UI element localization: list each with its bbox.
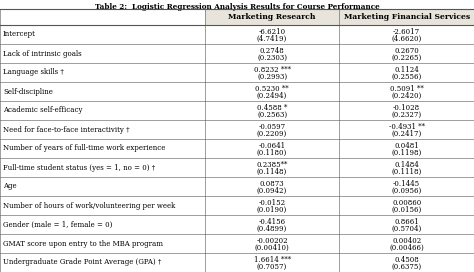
Text: (0.1148): (0.1148) [257,168,287,176]
Text: (0.2494): (0.2494) [257,92,287,100]
Text: Language skills †: Language skills † [3,69,64,76]
Text: (0.2993): (0.2993) [257,73,287,81]
Text: Number of hours of work/volunteering per week: Number of hours of work/volunteering per… [3,202,175,209]
Text: -2.6017: -2.6017 [393,28,420,36]
Text: -6.6210: -6.6210 [258,28,286,36]
Text: (0.2420): (0.2420) [392,92,422,100]
Text: 0.0873: 0.0873 [260,180,284,188]
Text: (0.0942): (0.0942) [257,187,287,195]
Text: 0.2385**: 0.2385** [256,161,288,169]
Text: 0.5091 **: 0.5091 ** [390,85,424,93]
Text: 1.6614 ***: 1.6614 *** [254,256,291,264]
Text: 0.2670: 0.2670 [394,47,419,55]
Text: 0.4588 *: 0.4588 * [257,104,287,112]
Text: Need for face-to-face interactivity †: Need for face-to-face interactivity † [3,125,129,134]
Text: Undergraduate Grade Point Average (GPA) †: Undergraduate Grade Point Average (GPA) … [3,258,161,267]
Text: Table 2:  Logistic Regression Analysis Results for Course Performance: Table 2: Logistic Regression Analysis Re… [95,3,379,11]
Text: 0.0481: 0.0481 [394,142,419,150]
Text: -0.1445: -0.1445 [393,180,420,188]
Text: -0.0597: -0.0597 [258,123,286,131]
Text: -0.4156: -0.4156 [258,218,286,226]
Text: -0.1028: -0.1028 [393,104,420,112]
Text: (0.2556): (0.2556) [392,73,422,81]
Text: (0.2265): (0.2265) [392,54,422,62]
Text: Number of years of full-time work experience: Number of years of full-time work experi… [3,144,165,153]
Text: Intercept: Intercept [3,30,36,39]
Text: (4.6620): (4.6620) [392,35,422,43]
Text: 0.8661: 0.8661 [394,218,419,226]
Text: Self-discipline: Self-discipline [3,88,53,95]
Text: Marketing Research: Marketing Research [228,13,316,21]
Text: (0.1180): (0.1180) [257,149,287,157]
Text: -0.0641: -0.0641 [258,142,286,150]
Text: (0.4899): (0.4899) [257,225,287,233]
Text: Marketing Financial Services: Marketing Financial Services [344,13,470,21]
Text: -0.00202: -0.00202 [256,237,288,245]
Text: (0.1198): (0.1198) [392,149,422,157]
Text: Age: Age [3,183,17,190]
Text: 0.8232 ***: 0.8232 *** [254,66,291,74]
Text: (0.2563): (0.2563) [257,111,287,119]
Text: 0.1124: 0.1124 [394,66,419,74]
Text: (0.00466): (0.00466) [389,244,424,252]
Text: -0.4931 **: -0.4931 ** [389,123,425,131]
Bar [205,9,339,25]
Bar [339,9,474,25]
Text: 0.4508: 0.4508 [394,256,419,264]
Text: -0.0152: -0.0152 [258,199,286,207]
Text: (0.7057): (0.7057) [257,263,287,271]
Text: GMAT score upon entry to the MBA program: GMAT score upon entry to the MBA program [3,240,163,248]
Text: 0.1484: 0.1484 [394,161,419,169]
Text: (0.6375): (0.6375) [392,263,422,271]
Text: Lack of intrinsic goals: Lack of intrinsic goals [3,50,82,57]
Text: Gender (male = 1, female = 0): Gender (male = 1, female = 0) [3,221,112,228]
Text: Full-time student status (yes = 1, no = 0) †: Full-time student status (yes = 1, no = … [3,163,155,172]
Text: (0.5704): (0.5704) [392,225,422,233]
Text: (0.2417): (0.2417) [392,130,422,138]
Text: (4.7419): (4.7419) [257,35,287,43]
Text: (0.00410): (0.00410) [255,244,290,252]
Text: 0.2748: 0.2748 [260,47,284,55]
Text: (0.0190): (0.0190) [257,206,287,214]
Text: (0.2327): (0.2327) [392,111,422,119]
Text: (0.0156): (0.0156) [392,206,422,214]
Text: Academic self-efficacy: Academic self-efficacy [3,107,82,115]
Text: 0.00860: 0.00860 [392,199,421,207]
Text: (0.0956): (0.0956) [392,187,422,195]
Text: (0.2209): (0.2209) [257,130,287,138]
Text: (0.1118): (0.1118) [392,168,422,176]
Text: 0.5230 **: 0.5230 ** [255,85,289,93]
Text: (0.2303): (0.2303) [257,54,287,62]
Text: 0.00402: 0.00402 [392,237,421,245]
